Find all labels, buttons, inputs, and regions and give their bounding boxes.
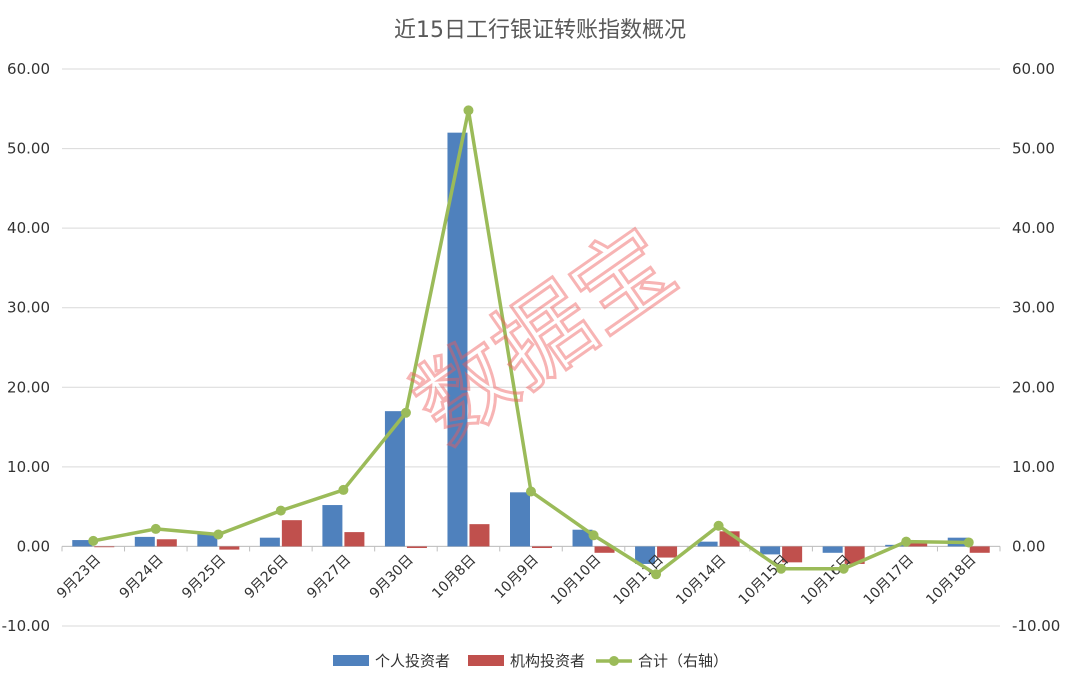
category-label: 9月24日 xyxy=(117,552,167,602)
category-label: 9月26日 xyxy=(242,552,292,602)
category-label: 9月25日 xyxy=(179,552,229,602)
category-label: 10月10日 xyxy=(548,552,604,608)
bar-institution xyxy=(594,546,615,553)
bar-institution xyxy=(532,546,552,549)
bar-individual xyxy=(447,132,468,547)
category-label: 10月18日 xyxy=(923,552,979,608)
category-label: 9月23日 xyxy=(54,552,104,602)
y-tick-right: 10.00 xyxy=(1012,458,1055,476)
bar-individual xyxy=(697,541,718,547)
y-tick-left: 40.00 xyxy=(7,219,50,237)
category-label: 10月14日 xyxy=(673,552,729,608)
y-tick-right: 0.00 xyxy=(1012,537,1045,555)
category-label: 9月27日 xyxy=(304,552,354,602)
y-tick-right: 20.00 xyxy=(1012,378,1055,396)
legend-swatch xyxy=(333,655,369,666)
legend-label: 合计（右轴） xyxy=(638,652,728,670)
y-tick-left: 50.00 xyxy=(7,140,50,158)
total-point xyxy=(213,529,224,540)
total-point xyxy=(776,563,787,574)
bar-institution xyxy=(844,546,865,564)
category-label: 10月16日 xyxy=(798,552,854,608)
y-tick-left: 20.00 xyxy=(7,378,50,396)
bar-institution xyxy=(406,546,427,549)
y-tick-right: 30.00 xyxy=(1012,299,1055,317)
total-point xyxy=(963,537,974,548)
bar-individual xyxy=(72,540,93,547)
total-point xyxy=(400,407,411,418)
category-label: 10月15日 xyxy=(736,552,792,608)
category-label: 10月9日 xyxy=(492,552,542,602)
category-label: 9月30日 xyxy=(367,552,417,602)
y-tick-left: 10.00 xyxy=(7,458,50,476)
bar-individual xyxy=(197,533,218,547)
y-tick-right: 40.00 xyxy=(1012,219,1055,237)
y-tick-left: 0.00 xyxy=(17,537,50,555)
total-point xyxy=(338,484,349,495)
total-point xyxy=(713,520,724,531)
category-label: 10月8日 xyxy=(429,552,479,602)
total-point xyxy=(526,486,536,497)
y-tick-left: 60.00 xyxy=(7,60,50,78)
y-tick-right: -10.00 xyxy=(1012,617,1060,635)
chart-title: 近15日工行银证转账指数概况 xyxy=(394,18,686,43)
y-tick-left: 30.00 xyxy=(7,299,50,317)
total-point xyxy=(275,505,286,516)
bar-individual xyxy=(259,537,280,547)
bar-institution xyxy=(969,546,990,553)
legend-label: 机构投资者 xyxy=(510,652,585,670)
total-point xyxy=(150,523,161,534)
y-tick-right: 50.00 xyxy=(1012,140,1055,158)
bar-institution xyxy=(219,546,240,550)
y-tick-right: 60.00 xyxy=(1012,60,1055,78)
bar-institution xyxy=(469,524,490,547)
bar-institution xyxy=(657,546,678,558)
bar-individual xyxy=(510,492,530,547)
bar-individual xyxy=(134,536,155,547)
bar-individual xyxy=(635,546,656,564)
legend-marker xyxy=(609,656,619,666)
bar-institution xyxy=(907,543,928,547)
bar-institution xyxy=(281,520,302,547)
total-point xyxy=(651,569,662,580)
total-point xyxy=(588,530,599,541)
bar-individual xyxy=(572,529,593,547)
legend-swatch xyxy=(468,655,504,666)
bar-individual xyxy=(760,546,781,555)
bar-institution xyxy=(156,539,177,547)
bar-institution xyxy=(344,532,365,547)
category-label: 10月17日 xyxy=(861,552,917,608)
bar-individual xyxy=(822,546,843,553)
total-point xyxy=(88,535,99,546)
legend-label: 个人投资者 xyxy=(375,652,450,670)
bar-individual xyxy=(322,505,343,547)
bar-individual xyxy=(384,411,405,547)
total-point xyxy=(901,536,912,547)
y-tick-left: -10.00 xyxy=(2,617,50,635)
total-point xyxy=(463,105,474,116)
bar-institution xyxy=(94,546,115,548)
total-point xyxy=(838,563,849,574)
bar-institution xyxy=(782,546,803,563)
